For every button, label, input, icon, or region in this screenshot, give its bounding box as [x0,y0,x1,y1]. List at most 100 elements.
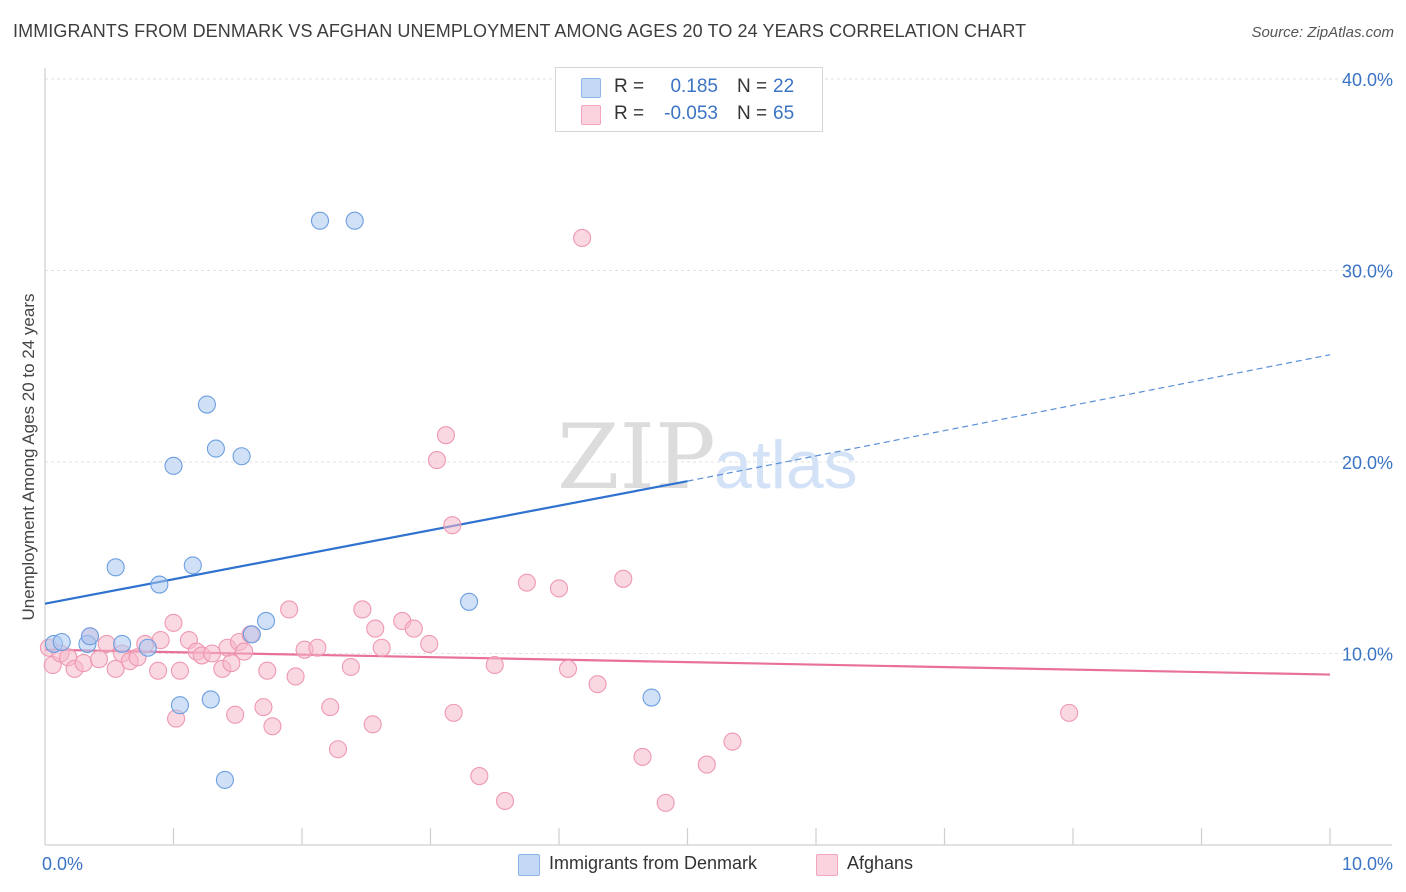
afghans-point [614,569,633,588]
denmark-point [256,611,276,630]
r-label: R = [614,103,645,124]
denmark-point [642,688,661,707]
n-value: 65 [773,103,795,124]
denmark-point [52,632,71,652]
afghans-point [404,619,423,638]
afghans-point [321,698,340,717]
denmark-point [201,690,220,709]
r-label: R = [614,76,645,97]
trend-line-afghans [44,648,1331,676]
trend-line-denmark-extension [687,354,1331,482]
denmark-point [215,770,234,789]
denmark-point [106,558,125,577]
afghans-point [558,659,578,678]
legend-swatch-denmark [581,78,601,98]
afghans-point [235,642,254,661]
trend-line-denmark [44,480,688,605]
denmark-point [232,447,251,466]
afghans-point [517,573,536,592]
series-legend: Immigrants from Denmark Afghans [0,852,1406,878]
legend-swatch-afghans [816,854,838,876]
y-tick-label: 30.0% [1342,262,1393,282]
afghans-point [656,793,675,812]
afghans-point [74,654,93,673]
denmark-point [113,634,132,653]
denmark-point [197,395,216,414]
legend-swatch-afghans [581,105,601,125]
afghans-point [573,228,592,247]
legend-label-afghans: Afghans [847,853,914,873]
denmark-point [183,556,202,575]
afghans-point [549,579,569,598]
x-tick-label: 10.0% [1342,854,1393,874]
afghans-point [222,654,241,673]
y-tick-label: 40.0% [1342,70,1393,90]
afghans-point [443,516,462,535]
afghans-point [470,767,489,786]
afghans-point [164,613,183,632]
afghans-point [258,661,277,680]
afghans-point [372,638,391,657]
denmark-point [459,592,479,611]
afghans-point [588,675,607,694]
x-tick-label: 0.0% [42,854,83,874]
tick-labels: 10.0% 20.0% 30.0% 40.0% 0.0% 10.0% [42,70,1393,874]
afghans-point [280,600,299,619]
afghans-point [1060,703,1079,722]
afghans-point [308,638,327,657]
legend-label-denmark: Immigrants from Denmark [549,853,758,873]
afghans-point [485,655,504,675]
r-value: -0.053 [664,103,718,124]
afghans-point [633,747,652,766]
afghans-point [697,755,716,774]
denmark-point [138,638,157,657]
n-value: 22 [773,76,795,97]
gridlines [45,78,1392,654]
n-label: N = [737,103,768,124]
data-points [39,211,1079,812]
afghans-point [149,661,168,680]
afghans-point [723,732,742,751]
afghans-point [106,659,125,678]
afghans-point [366,619,385,638]
legend-row-afghans: R = -0.053 N = 65 [556,100,822,128]
afghans-point [363,715,382,734]
y-tick-label: 10.0% [1342,645,1393,665]
r-value: 0.185 [670,76,718,97]
chart-title: IMMIGRANTS FROM DENMARK VS AFGHAN UNEMPL… [13,21,1027,41]
denmark-point [345,211,364,230]
axes [44,68,1392,846]
afghans-point [203,644,222,663]
afghans-point [444,703,463,722]
watermark-atlas: atlas [714,427,858,503]
denmark-point [206,439,225,458]
denmark-point [310,211,330,230]
afghans-point [89,650,109,669]
afghans-point [170,661,189,680]
denmark-point [150,575,169,594]
afghans-point [328,740,348,759]
afghans-point [226,705,245,724]
denmark-point [80,627,100,646]
correlation-legend: R = 0.185 N = 22 R = -0.053 N = 65 [555,67,823,132]
denmark-point [170,696,189,715]
source-label: Source: ZipAtlas.com [1251,24,1394,41]
afghans-point [286,667,305,686]
afghans-point [341,657,360,676]
afghans-point [254,698,273,717]
afghans-point [436,426,455,445]
legend-row-denmark: R = 0.185 N = 22 [556,73,822,101]
afghans-point [263,717,282,736]
afghans-point [420,634,439,653]
watermark-zip: ZIP [557,405,716,510]
legend-swatch-denmark [518,854,540,876]
afghans-point [427,451,446,470]
trend-lines [44,354,1331,676]
y-tick-label: 20.0% [1342,453,1393,473]
denmark-point [164,456,183,475]
denmark-point [242,625,261,644]
n-label: N = [737,76,768,97]
afghans-point [495,791,515,811]
afghans-point [97,634,116,653]
